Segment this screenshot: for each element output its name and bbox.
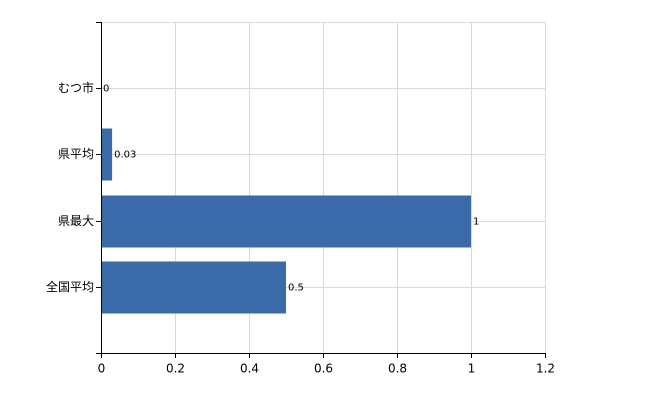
- y-tick-label: 県最大: [58, 214, 94, 228]
- bar: [101, 128, 113, 181]
- y-tick-label: 県平均: [58, 147, 94, 161]
- x-tick-label: 0: [98, 362, 106, 376]
- bar: [101, 261, 286, 314]
- value-label: 0.5: [288, 283, 304, 294]
- x-tick-label: 0.2: [166, 362, 185, 376]
- x-tick-label: 0.4: [240, 362, 259, 376]
- y-tick-label: 全国平均: [46, 279, 94, 294]
- x-tick-label: 0.6: [314, 362, 333, 376]
- x-tick-label: 1: [468, 362, 476, 376]
- value-label: 1: [473, 217, 479, 228]
- bar: [101, 195, 471, 248]
- y-tick-label: むつ市: [58, 80, 94, 95]
- value-label: 0: [103, 84, 109, 95]
- value-label: 0.03: [114, 150, 136, 161]
- x-tick-label: 0.8: [388, 362, 407, 376]
- x-tick-label: 1.2: [536, 362, 555, 376]
